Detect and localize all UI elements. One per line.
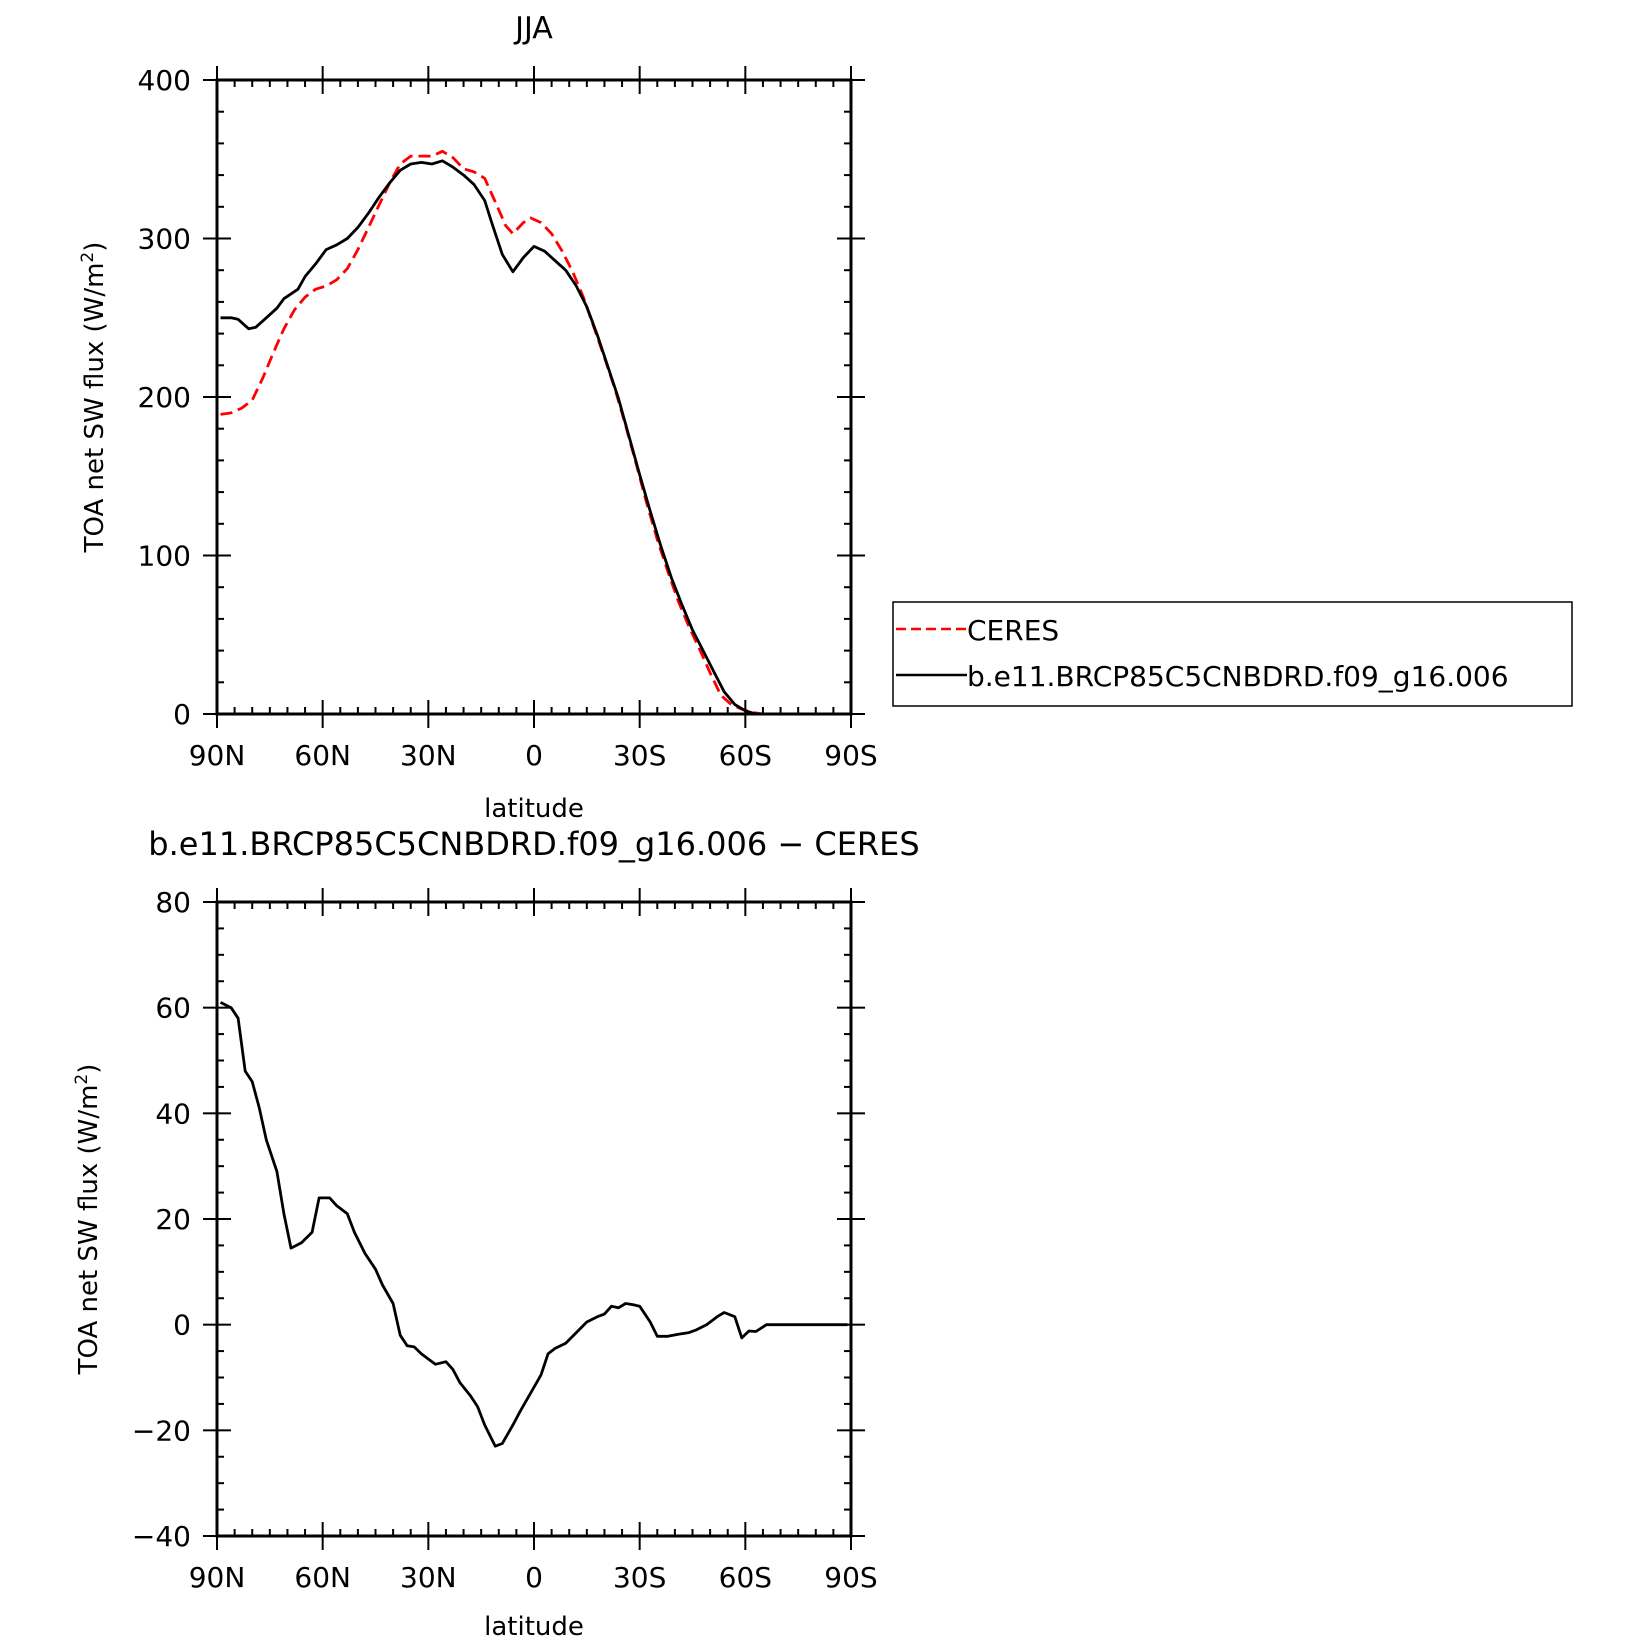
bottom-x-axis-label: latitude	[484, 1612, 584, 1641]
x-tick-label: 90S	[824, 739, 877, 772]
x-tick-label: 90N	[189, 1561, 246, 1594]
difference-series-line	[219, 1001, 848, 1448]
bottom-y-axis-label-close: )	[74, 1064, 104, 1074]
legend: CERES b.e11.BRCP85C5CNBDRD.f09_g16.006	[892, 601, 1573, 707]
y-tick-label: 400	[138, 64, 191, 97]
top-plot-frame	[215, 78, 853, 716]
x-tick-label: 90S	[824, 1561, 877, 1594]
y-tick-label: −20	[132, 1414, 191, 1447]
ceres-series-line	[220, 149, 848, 716]
y-tick-label: 200	[138, 381, 191, 414]
top-tick-labels: 90N 60N 30N 0 30S 60S 90S 0 100 200 300 400	[138, 64, 878, 772]
y-tick-label: 0	[173, 698, 191, 731]
top-ticks	[203, 66, 865, 728]
x-tick-label: 90N	[189, 739, 246, 772]
bottom-panel: b.e11.BRCP85C5CNBDRD.f09_g16.006 − CERES…	[72, 825, 920, 1641]
top-plot-lines	[220, 149, 848, 716]
bottom-ticks	[203, 888, 865, 1550]
y-tick-label: −40	[132, 1520, 191, 1553]
y-tick-label: 0	[173, 1309, 191, 1342]
legend-ceres-label: CERES	[967, 614, 1059, 647]
bottom-tick-labels: 90N 60N 30N 0 30S 60S 90S −40 −20 0 20 40 60 80	[132, 886, 878, 1594]
y-tick-label: 60	[155, 992, 191, 1025]
x-tick-label: 60N	[294, 739, 351, 772]
x-tick-label: 60N	[294, 1561, 351, 1594]
bottom-y-axis-label-main: TOA net SW flux (W/m	[74, 1085, 104, 1376]
x-tick-label: 30S	[613, 1561, 666, 1594]
top-y-axis-label: TOA net SW flux (W/m2)	[78, 242, 110, 554]
y-tick-label: 300	[138, 223, 191, 256]
x-tick-label: 30N	[400, 739, 457, 772]
x-tick-label: 0	[525, 739, 543, 772]
top-y-axis-label-superscript: 2	[78, 252, 98, 263]
x-tick-label: 30N	[400, 1561, 457, 1594]
y-tick-label: 80	[155, 886, 191, 919]
y-tick-label: 100	[138, 540, 191, 573]
legend-model-label: b.e11.BRCP85C5CNBDRD.f09_g16.006	[967, 660, 1509, 693]
top-chart-title: JJA	[513, 11, 553, 46]
top-y-axis-label-close: )	[80, 242, 110, 252]
bottom-y-axis-label: TOA net SW flux (W/m2)	[72, 1064, 104, 1376]
bottom-plot-frame	[215, 900, 853, 1538]
top-y-axis-label-main: TOA net SW flux (W/m	[80, 263, 110, 554]
top-panel: JJA 90N 60N 30N 0 30S 60S 90S 0 100 200 300 400 lat…	[78, 11, 1573, 824]
model-series-line	[220, 159, 848, 716]
legend-box	[892, 601, 1573, 707]
x-tick-label: 60S	[719, 1561, 772, 1594]
bottom-y-axis-label-superscript: 2	[72, 1074, 92, 1085]
y-tick-label: 40	[155, 1097, 191, 1130]
x-tick-label: 0	[525, 1561, 543, 1594]
y-tick-label: 20	[155, 1203, 191, 1236]
top-x-axis-label: latitude	[484, 794, 584, 824]
bottom-plot-lines	[219, 1001, 848, 1448]
x-tick-label: 60S	[719, 739, 772, 772]
x-tick-label: 30S	[613, 739, 666, 772]
bottom-chart-title: b.e11.BRCP85C5CNBDRD.f09_g16.006 − CERES	[148, 825, 919, 863]
